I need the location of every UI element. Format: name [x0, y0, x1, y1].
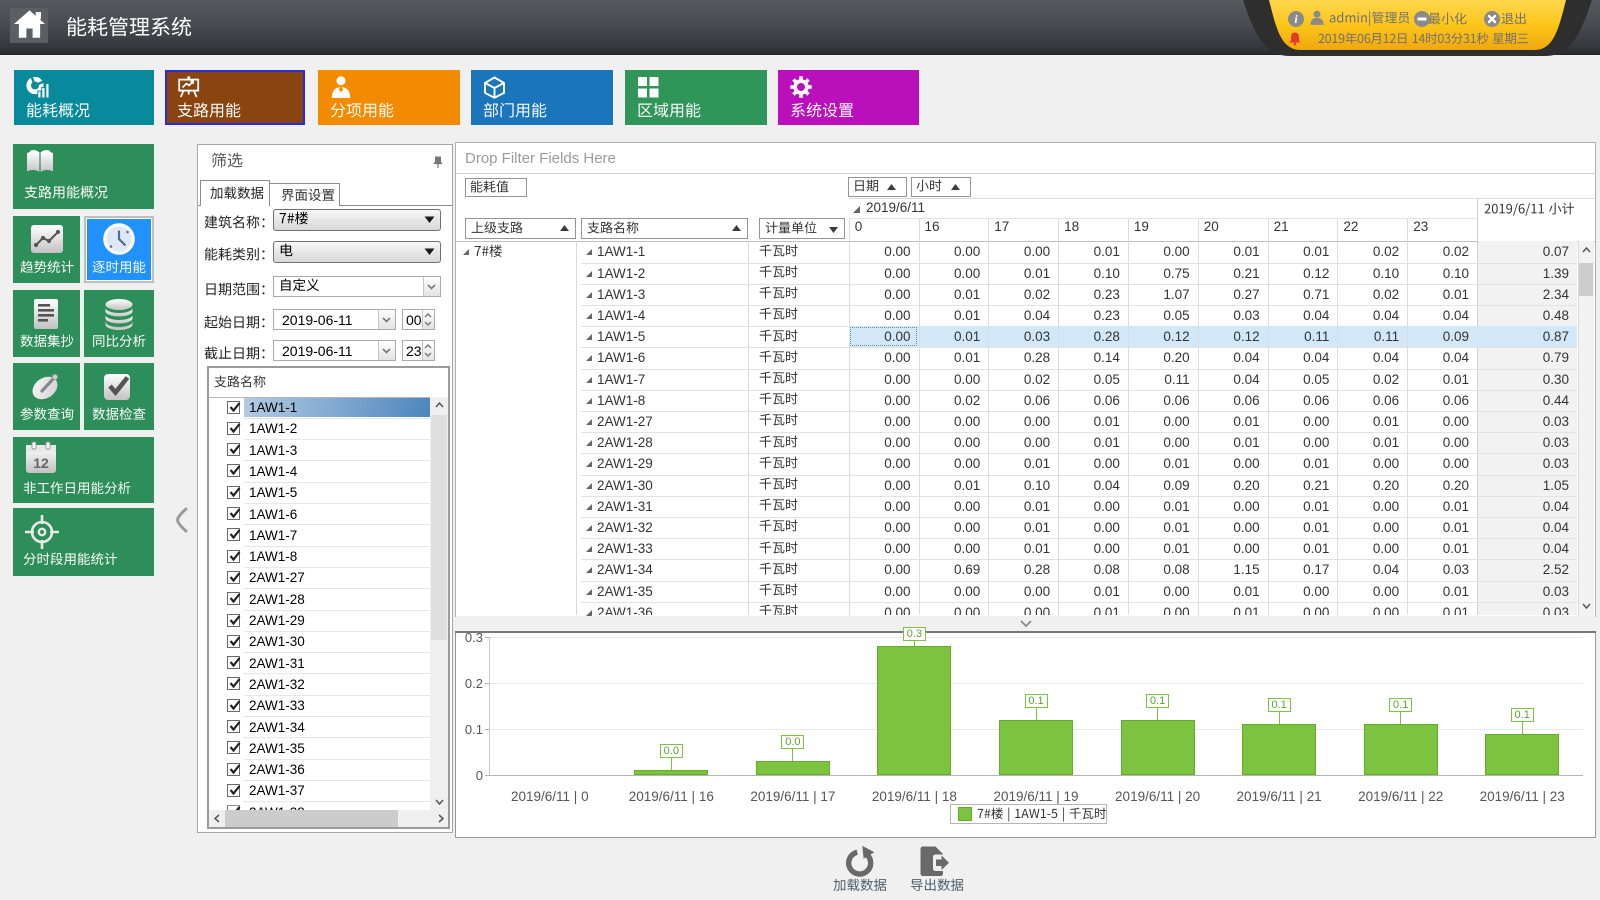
- svg-text:i: i: [1294, 12, 1298, 26]
- svg-text:12: 12: [33, 455, 49, 471]
